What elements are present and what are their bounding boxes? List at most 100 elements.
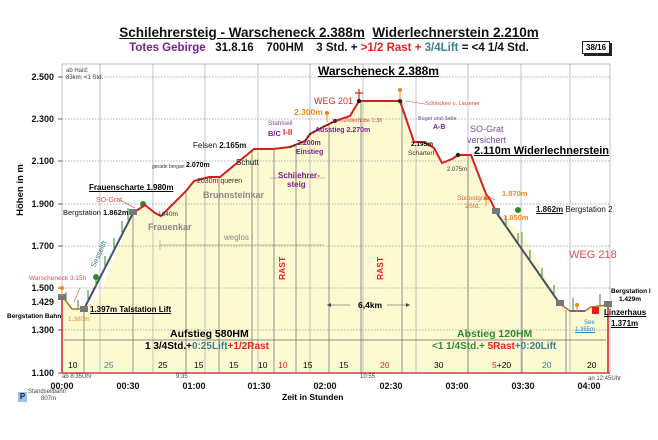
title-route: Schilehrersteig - Warscheneck 2.388m xyxy=(119,25,365,40)
zellerhuette-label: Zellerhütte 1:30 xyxy=(344,118,383,124)
gerade-height: 2.070m xyxy=(186,162,210,169)
y-tick-1700: 1.700 xyxy=(31,241,54,251)
sograt-versichert-2: versichert xyxy=(467,135,507,145)
linzerhaus-marker xyxy=(592,307,599,314)
time-1055: 10:55 xyxy=(360,374,376,380)
h1380-label: 1.380m xyxy=(68,316,90,323)
schrocken-label: Schrocken u. Liezener xyxy=(425,101,480,107)
abstieg-summary: <1 1/4Std.+ 5Rast+0:20Lift xyxy=(432,341,557,352)
segment-minutes-row: 10 25 25 15 15 10 10 15 15 20 30 5+20 20… xyxy=(62,360,610,372)
sograt-versichert-1: SO-Grat xyxy=(470,124,504,134)
frauenscharte-label: Frauenscharte 1.980m xyxy=(89,183,174,192)
buegel-label: Bügel und Seile xyxy=(418,116,457,122)
warscheneck-label: Warscheneck 2.388m xyxy=(318,64,439,78)
rast-label-1: RAST xyxy=(277,256,287,280)
seg-min-12: 5+20 xyxy=(492,360,512,370)
bergstation-marker xyxy=(129,209,137,215)
y-tick-1500: 1.500 xyxy=(31,283,54,293)
lift-line-ascent xyxy=(83,212,134,310)
seg-min-9: 15 xyxy=(339,360,349,370)
distance-label: 6,4km xyxy=(358,300,383,310)
scharterl-height: 2.195m xyxy=(411,141,434,148)
summit-cross-icon xyxy=(355,89,363,99)
y-tick-1429: 1.429 xyxy=(31,297,54,307)
x-tick-0230: 02:30 xyxy=(379,381,403,391)
warscheneck-time-label: Warscheneck 3:15h xyxy=(29,275,87,282)
x-gridlines xyxy=(61,63,611,373)
profile-fill xyxy=(62,101,608,373)
linzerhaus-label: Linzerhaus xyxy=(604,308,647,317)
seg-min-13: 20 xyxy=(542,360,552,370)
aufstieg-title: Aufstieg 580HM xyxy=(170,328,249,340)
x-axis-label: Zeit in Stunden xyxy=(282,392,344,402)
end-time: an 12:45Uhr xyxy=(588,376,622,382)
seg-min-14: 20 xyxy=(587,360,597,370)
chart-title: Schilehrersteig - Warscheneck 2.388m Wid… xyxy=(0,25,658,40)
bc-label: B/C xyxy=(268,129,281,138)
title-peak: Widerlechnerstein 2.210m xyxy=(372,25,539,40)
gerade-label: gerade bergan xyxy=(152,164,185,170)
x-tick-0000: 00:00 xyxy=(50,381,74,391)
segment-dividers xyxy=(83,101,567,373)
seg-min-8: 15 xyxy=(303,360,313,370)
seg-min-2: 25 xyxy=(104,360,114,370)
h2075-label: 2.075m xyxy=(447,167,468,173)
time-935: 9:35 xyxy=(176,374,188,380)
scharterl-label: Scharterl xyxy=(408,150,435,157)
linzerhaus-height: 1.371m xyxy=(611,319,639,328)
subtitle-total: = <4 1/4 Std. xyxy=(461,42,529,54)
brunnsteinkar-label: Brunnsteinkar xyxy=(203,190,265,200)
y-axis-label: Höhen in m xyxy=(15,164,26,216)
x-tick-0030: 00:30 xyxy=(116,381,140,391)
parking-icon: P xyxy=(18,392,27,402)
chart-subtitle: Totes Gebirge 31.8.16 700HM 3 Std. + >1/… xyxy=(0,42,658,54)
subtitle-hm: 700HM xyxy=(266,42,304,54)
ab-grade-label: A-B xyxy=(433,124,446,131)
weg201-label: WEG 201 xyxy=(314,96,354,106)
weg218-label: WEG 218 xyxy=(569,249,617,261)
h1850-label: 1.850m xyxy=(503,213,529,222)
standseilbahn-height: 807m xyxy=(41,396,57,402)
seg-min-11: 30 xyxy=(434,360,444,370)
aufstieg-summary: 1 3/4Std.+0:25Lift+1/2Rast xyxy=(145,341,269,352)
subtitle-date: 31.8.16 xyxy=(215,42,254,54)
felsen-label: Felsen 2.165m xyxy=(193,141,247,150)
seg-min-4: 15 xyxy=(194,360,204,370)
abstieg-title: Abstieg 120HM xyxy=(457,328,533,340)
seg-min-6: 10 xyxy=(258,360,268,370)
lift-pylons xyxy=(65,208,601,310)
bergstation-2-label: 1.862m Bergstation 2 xyxy=(536,205,613,214)
corner-note-2: 83km; <1 Std. xyxy=(66,75,104,81)
einstieg-height: 2.200m xyxy=(297,140,321,147)
y-tick-2500: 2.500 xyxy=(31,72,54,82)
y-tick-1100: 1.100 xyxy=(31,368,54,378)
h2300-label: 2.300m xyxy=(294,107,323,117)
bergstation-I-height: 1.429m xyxy=(619,296,642,303)
x-tick-0400: 04:00 xyxy=(577,381,601,391)
suedostgrat-label-2: 2Std. xyxy=(465,203,481,210)
subtitle-region: Totes Gebirge xyxy=(129,42,206,54)
grade-label: I-II xyxy=(283,128,293,137)
weglos-label: weglos I xyxy=(224,233,254,242)
talstation-lift-marker xyxy=(80,306,88,312)
schilehrersteig-label-2: steig xyxy=(287,180,306,189)
h1840-label: 1840m xyxy=(158,211,178,218)
y-tick-1900: 1.900 xyxy=(31,199,54,209)
einstieg-label: Einstieg xyxy=(296,149,324,156)
seg-min-1: 10 xyxy=(68,360,78,370)
corner-note-1: ab Haid: xyxy=(66,68,89,74)
x-tick-0300: 03:00 xyxy=(445,381,469,391)
suedostgrat-label-1: Südostgrat xyxy=(457,195,489,202)
widerlechner-label: 2.110m Widerlechnerstein xyxy=(474,145,610,157)
schutt-label: Schutt xyxy=(236,158,259,167)
see-label: See xyxy=(584,320,595,326)
subtitle-std: 3 Std. + xyxy=(316,42,358,54)
h1870-label: 1.870m xyxy=(502,189,528,198)
start-time: ab 8:35Uhr xyxy=(62,374,92,380)
x-tick-0330: 03:30 xyxy=(511,381,535,391)
bergstation-I-label: Bergstation I xyxy=(611,288,651,295)
standseilbahn-label: Standseilbahn xyxy=(28,389,67,395)
y-tick-2100: 2.100 xyxy=(31,156,54,166)
y-tick-1300: 1.300 xyxy=(31,325,54,335)
